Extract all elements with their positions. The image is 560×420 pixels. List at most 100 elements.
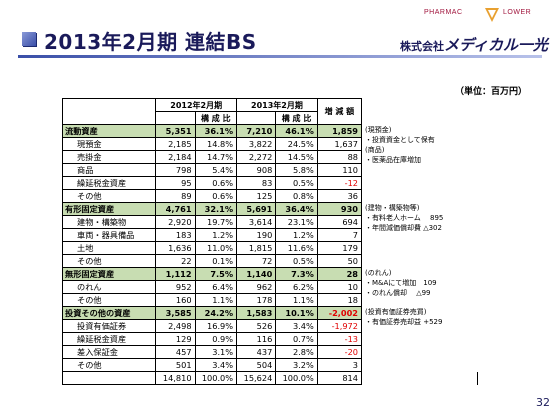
value-2012: 5,351 — [155, 124, 196, 138]
change-amount: 179 — [316, 241, 362, 255]
change-amount: 1,637 — [316, 137, 362, 151]
table-row: 建物・構築物 2,920 19.7% 3,614 23.1% 694 — [61, 215, 560, 229]
row-label: 有形固定資産 — [61, 202, 157, 216]
value-2012: 89 — [155, 189, 196, 203]
ratio-2012: 24.2% — [194, 306, 238, 320]
note-line: ・医薬品在庫増加 — [364, 155, 421, 164]
value-2013: 437 — [236, 345, 277, 359]
ratio-2013: 3.2% — [275, 358, 318, 372]
note-cell — [360, 98, 478, 112]
table-row: その他 89 0.6% 125 0.8% 36 — [61, 189, 560, 203]
category-row: 投資その他の資産 3,585 24.2% 1,583 10.1% -2,002 (投資有価証… — [61, 306, 560, 385]
change-amount: 50 — [316, 254, 362, 268]
change-amount: 7 — [316, 228, 362, 242]
value-2012: 129 — [155, 332, 196, 346]
row-label: その他 — [61, 189, 157, 203]
row-label: 商品 — [61, 163, 157, 177]
ratio-2013: 0.8% — [275, 189, 318, 203]
value-2013: 5,691 — [236, 202, 277, 216]
ratio-2013: 5.8% — [275, 163, 318, 177]
ratio-2013: 7.3% — [275, 267, 318, 281]
row-label: 繰延税金資産 — [61, 176, 157, 190]
ratio-2013: 0.5% — [275, 176, 318, 190]
pharmaflower-logo-icon — [485, 8, 499, 22]
header-change: 増 減 額 — [316, 98, 362, 125]
title-divider — [18, 55, 542, 58]
value-2012: 22 — [155, 254, 196, 268]
header-row-ratio: 構 成 比 構 成 比 — [63, 111, 560, 125]
ratio-2013: 2.8% — [275, 345, 318, 359]
change-amount: 694 — [316, 215, 362, 229]
ratio-2012: 7.5% — [194, 267, 238, 281]
row-label: その他 — [61, 293, 157, 307]
logo-text-left: PHARMAC — [424, 9, 463, 16]
ratio-2012: 5.4% — [194, 163, 238, 177]
note-line: ・有料老人ホーム 895 — [364, 213, 444, 222]
value-2012: 183 — [155, 228, 196, 242]
header-row-years: 2012年2月期 2013年2月期 増 減 額 — [61, 98, 560, 125]
row-label: のれん — [61, 280, 157, 294]
note-line: ・のれん償却 △99 — [364, 288, 431, 297]
note-cell — [477, 371, 560, 385]
page-number: 32 — [536, 396, 550, 409]
change-amount: 36 — [316, 189, 362, 203]
note-investment: (投資有価証券売買) ・有価証券売却益 +529 — [360, 306, 478, 385]
category-row: 有形固定資産 4,761 32.1% 5,691 36.4% 930 (建物・構築物等) ・有… — [61, 202, 560, 268]
value-2012: 2,184 — [155, 150, 196, 164]
page-title: 2013年2月期 連結BS — [44, 30, 257, 54]
ratio-2012: 16.9% — [194, 319, 238, 333]
value-2012: 952 — [155, 280, 196, 294]
ratio-2013: 3.4% — [275, 319, 318, 333]
ratio-2013: 0.5% — [275, 254, 318, 268]
note-line: (建物・構築物等) — [364, 203, 420, 212]
ratio-2012: 14.7% — [194, 150, 238, 164]
header-year-2012: 2012年2月期 — [155, 98, 238, 112]
ratio-2013: 11.6% — [275, 241, 318, 255]
ratio-2012: 100.0% — [194, 371, 238, 385]
change-amount: -2,002 — [316, 306, 362, 320]
ratio-2012: 0.1% — [194, 254, 238, 268]
header-ratio-2013: 構 成 比 — [275, 111, 318, 125]
table-row: 商品 798 5.4% 908 5.8% 110 — [61, 163, 560, 177]
note-line: ・有価証券売却益 +529 — [364, 317, 443, 326]
row-label: 土地 — [61, 241, 157, 255]
note-intangible: (のれん) ・M&Aにて増加 109 ・のれん償却 △99 — [360, 267, 478, 307]
change-amount: -13 — [316, 332, 362, 346]
ratio-2013: 23.1% — [275, 215, 318, 229]
ratio-2013: 100.0% — [275, 371, 318, 385]
value-2013: 83 — [236, 176, 277, 190]
ratio-2012: 0.6% — [194, 176, 238, 190]
header-year-2013: 2013年2月期 — [236, 98, 318, 112]
value-2012: 1,112 — [155, 267, 196, 281]
value-2013: 190 — [236, 228, 277, 242]
table-row: 現預金 2,185 14.8% 3,822 24.5% 1,637 — [61, 137, 560, 151]
value-2012: 160 — [155, 293, 196, 307]
header-blank-2013 — [236, 111, 277, 125]
table-row: 14,810 100.0% 15,624 100.0% 814 — [61, 371, 560, 385]
row-label: その他 — [61, 358, 157, 372]
title-bullet-icon — [22, 32, 36, 46]
ratio-2012: 0.6% — [194, 189, 238, 203]
change-amount: 814 — [316, 371, 362, 385]
value-2013: 526 — [236, 319, 277, 333]
table-row: その他 501 3.4% 504 3.2% 3 — [61, 358, 560, 372]
table-row: その他 160 1.1% 178 1.1% 18 — [61, 293, 560, 307]
ratio-2012: 1.2% — [194, 228, 238, 242]
note-line: (投資有価証券売買) — [364, 307, 427, 316]
ratio-2013: 1.2% — [275, 228, 318, 242]
header-ratio-2012: 構 成 比 — [194, 111, 238, 125]
value-2012: 14,810 — [155, 371, 196, 385]
ratio-2013: 10.1% — [275, 306, 318, 320]
category-row: 無形固定資産 1,112 7.5% 1,140 7.3% 28 (のれん) ・M&Aにて増加 … — [61, 267, 560, 307]
change-amount: 930 — [316, 202, 362, 216]
value-2013: 116 — [236, 332, 277, 346]
value-2012: 4,761 — [155, 202, 196, 216]
note-line: (のれん) — [364, 268, 392, 277]
ratio-2013: 1.1% — [275, 293, 318, 307]
ratio-2013: 36.4% — [275, 202, 318, 216]
company-prefix: 株式会社 — [400, 40, 444, 53]
row-label: 繰延税金資産 — [61, 332, 157, 346]
value-2012: 2,185 — [155, 137, 196, 151]
table-row: その他 22 0.1% 72 0.5% 50 — [61, 254, 560, 268]
row-label: 車両・器具備品 — [61, 228, 157, 242]
